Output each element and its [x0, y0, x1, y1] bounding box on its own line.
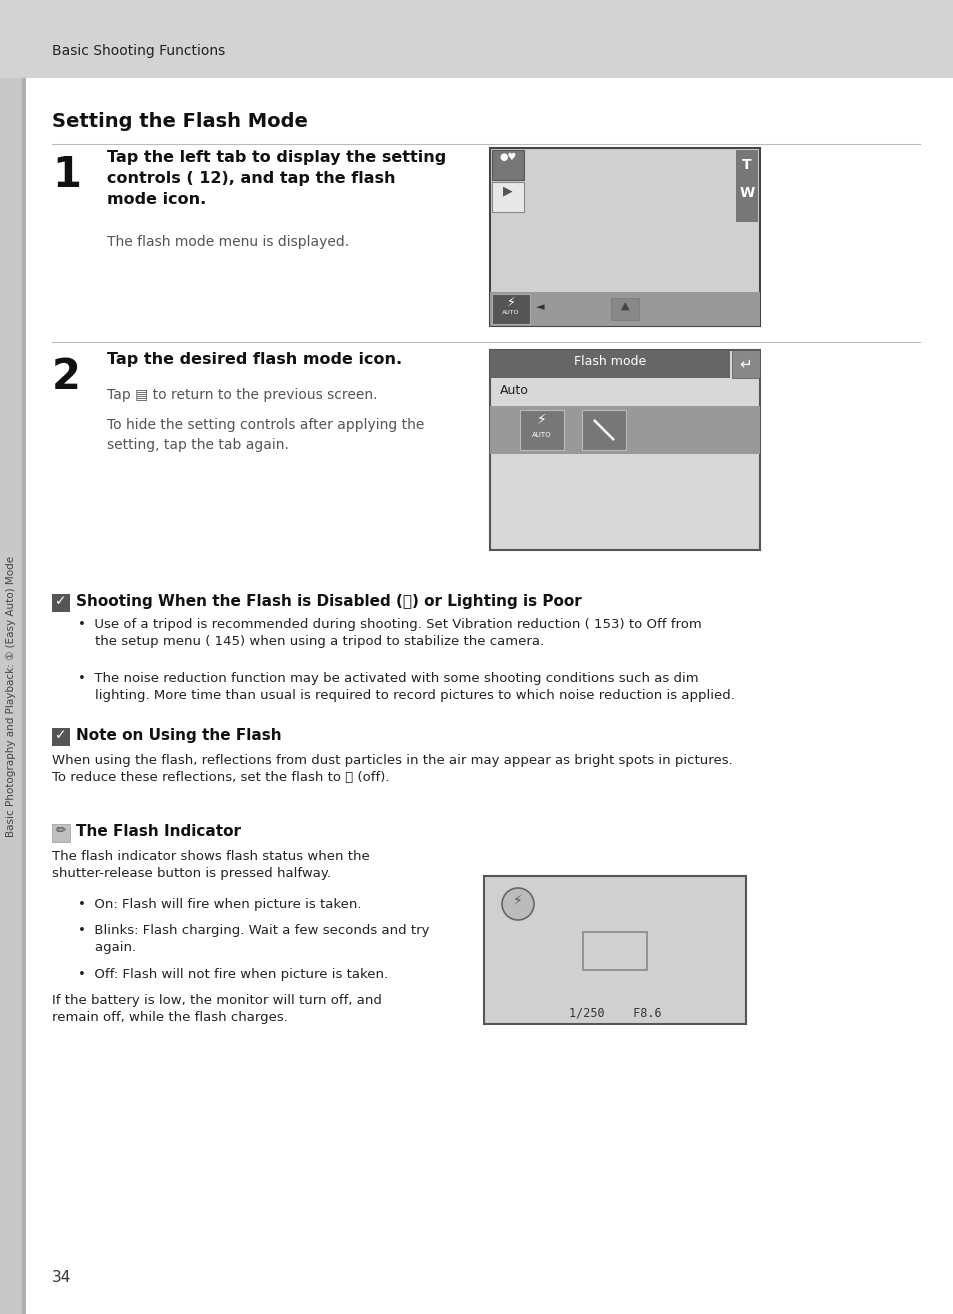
Text: •  Blinks: Flash charging. Wait a few seconds and try
    again.: • Blinks: Flash charging. Wait a few sec… [78, 924, 429, 954]
Text: Basic Shooting Functions: Basic Shooting Functions [52, 43, 225, 58]
FancyBboxPatch shape [490, 350, 760, 551]
Text: Basic Photography and Playback: ① (Easy Auto) Mode: Basic Photography and Playback: ① (Easy … [6, 556, 16, 837]
Text: T: T [741, 158, 751, 172]
Text: ⚡: ⚡ [506, 296, 515, 309]
Text: The flash mode menu is displayed.: The flash mode menu is displayed. [107, 235, 349, 248]
Text: ●♥: ●♥ [498, 152, 517, 162]
Text: 1/250    F8.6: 1/250 F8.6 [568, 1007, 660, 1018]
Text: •  The noise reduction function may be activated with some shooting conditions s: • The noise reduction function may be ac… [78, 671, 734, 702]
Text: •  On: Flash will fire when picture is taken.: • On: Flash will fire when picture is ta… [78, 897, 361, 911]
Text: 34: 34 [52, 1271, 71, 1285]
FancyBboxPatch shape [0, 78, 22, 1314]
Text: To hide the setting controls after applying the
setting, tap the tab again.: To hide the setting controls after apply… [107, 418, 424, 452]
Text: Tap the desired flash mode icon.: Tap the desired flash mode icon. [107, 352, 402, 367]
Text: ✏: ✏ [55, 824, 66, 837]
Text: 2: 2 [52, 356, 81, 398]
Text: ▲: ▲ [620, 301, 629, 311]
Text: Setting the Flash Mode: Setting the Flash Mode [52, 112, 308, 131]
FancyBboxPatch shape [490, 148, 760, 326]
FancyBboxPatch shape [492, 150, 523, 180]
Text: ↵: ↵ [739, 356, 752, 371]
FancyBboxPatch shape [490, 292, 760, 326]
Text: AUTO: AUTO [532, 432, 551, 438]
FancyBboxPatch shape [52, 824, 70, 842]
FancyBboxPatch shape [483, 876, 745, 1024]
Text: Flash mode: Flash mode [574, 355, 645, 368]
Text: The Flash Indicator: The Flash Indicator [76, 824, 241, 840]
FancyBboxPatch shape [22, 78, 26, 1314]
Text: Auto: Auto [499, 384, 528, 397]
FancyBboxPatch shape [492, 294, 530, 325]
FancyBboxPatch shape [581, 410, 625, 449]
FancyBboxPatch shape [490, 350, 729, 378]
Text: Note on Using the Flash: Note on Using the Flash [76, 728, 281, 742]
Text: •  Off: Flash will not fire when picture is taken.: • Off: Flash will not fire when picture … [78, 968, 388, 982]
Text: 1: 1 [52, 154, 81, 196]
FancyBboxPatch shape [519, 410, 563, 449]
Text: ⚡: ⚡ [513, 894, 522, 908]
Text: If the battery is low, the monitor will turn off, and
remain off, while the flas: If the battery is low, the monitor will … [52, 993, 381, 1024]
FancyBboxPatch shape [52, 728, 70, 746]
Text: ⚡: ⚡ [537, 413, 546, 427]
FancyBboxPatch shape [492, 183, 523, 212]
FancyBboxPatch shape [490, 406, 760, 455]
Text: Tap the left tab to display the setting
controls ( 12), and tap the flash
mode i: Tap the left tab to display the setting … [107, 150, 446, 208]
Circle shape [501, 888, 534, 920]
Text: ▶: ▶ [502, 184, 513, 197]
Text: Tap ▤ to return to the previous screen.: Tap ▤ to return to the previous screen. [107, 388, 377, 402]
Text: •  Use of a tripod is recommended during shooting. Set Vibration reduction ( 153: • Use of a tripod is recommended during … [78, 618, 701, 648]
Text: ✓: ✓ [55, 594, 67, 608]
Text: When using the flash, reflections from dust particles in the air may appear as b: When using the flash, reflections from d… [52, 754, 732, 784]
FancyBboxPatch shape [610, 298, 639, 321]
Text: The flash indicator shows flash status when the
shutter-release button is presse: The flash indicator shows flash status w… [52, 850, 370, 880]
Text: ✓: ✓ [55, 728, 67, 742]
FancyBboxPatch shape [52, 594, 70, 612]
FancyBboxPatch shape [735, 150, 758, 222]
Text: ◄: ◄ [536, 302, 544, 311]
FancyBboxPatch shape [0, 0, 953, 78]
FancyBboxPatch shape [731, 350, 760, 378]
Text: W: W [739, 187, 754, 200]
Text: AUTO: AUTO [501, 310, 519, 315]
Text: Shooting When the Flash is Disabled (Ⓢ) or Lighting is Poor: Shooting When the Flash is Disabled (Ⓢ) … [76, 594, 581, 608]
